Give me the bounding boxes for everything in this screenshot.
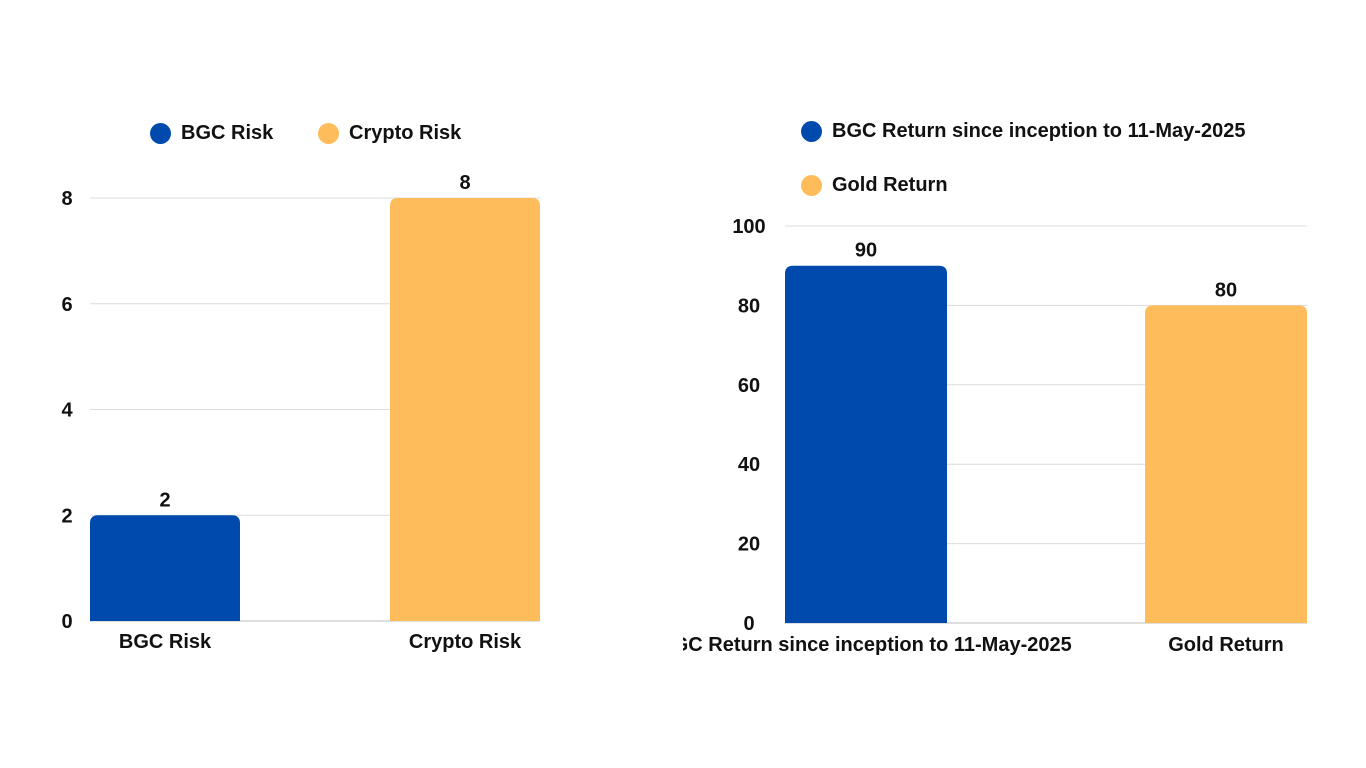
legend-swatch bbox=[801, 121, 822, 142]
risk-chart: BGC Risk Crypto Risk 0 2 4 6 8 2 BGC Risk 8 Cryp… bbox=[61, 122, 540, 653]
legend-label: Gold Return bbox=[832, 174, 948, 196]
x-tick-label: BGC Risk bbox=[119, 631, 212, 653]
legend-item-bgc-risk: BGC Risk bbox=[150, 122, 273, 145]
legend-label: BGC Risk bbox=[181, 122, 274, 144]
y-tick-label: 8 bbox=[61, 188, 72, 210]
y-tick-label: 100 bbox=[732, 216, 765, 238]
x-tick-label: BGC Return since inception to 11-May-202… bbox=[683, 634, 1072, 656]
x-tick-label: Gold Return bbox=[1168, 634, 1284, 656]
return-chart-plot: 0 20 40 60 80 100 90 BGC Return since inception… bbox=[683, 216, 1307, 656]
y-tick-label: 0 bbox=[61, 611, 72, 633]
y-tick-label: 40 bbox=[738, 454, 760, 476]
x-tick-label: Crypto Risk bbox=[409, 631, 522, 653]
bar bbox=[1145, 305, 1307, 623]
legend-item-bgc-return: BGC Return since inception to 11-May-202… bbox=[801, 120, 1245, 143]
legend-item-gold-return: Gold Return bbox=[801, 174, 948, 197]
y-tick-label: 2 bbox=[61, 505, 72, 527]
y-tick-label: 80 bbox=[738, 295, 760, 317]
legend-swatch bbox=[150, 123, 171, 144]
risk-chart-plot: 0 2 4 6 8 2 BGC Risk 8 Crypto Risk bbox=[61, 172, 540, 653]
legend-swatch bbox=[801, 175, 822, 196]
return-chart: BGC Return since inception to 11-May-202… bbox=[683, 0, 1366, 768]
legend-item-crypto-risk: Crypto Risk bbox=[318, 122, 461, 145]
legend-label: BGC Return since inception to 11-May-202… bbox=[832, 120, 1246, 142]
y-tick-label: 20 bbox=[738, 534, 760, 556]
legend-label: Crypto Risk bbox=[349, 122, 462, 144]
data-label: 8 bbox=[459, 172, 470, 194]
y-tick-label: 60 bbox=[738, 375, 760, 397]
data-label: 90 bbox=[855, 240, 877, 262]
data-label: 80 bbox=[1215, 279, 1237, 301]
y-tick-label: 6 bbox=[61, 294, 72, 316]
y-tick-label: 4 bbox=[61, 400, 73, 422]
legend-swatch bbox=[318, 123, 339, 144]
bar bbox=[785, 265, 947, 623]
bar bbox=[390, 198, 540, 621]
bar bbox=[90, 515, 240, 621]
data-label: 2 bbox=[159, 489, 170, 511]
y-tick-label: 0 bbox=[743, 613, 754, 635]
